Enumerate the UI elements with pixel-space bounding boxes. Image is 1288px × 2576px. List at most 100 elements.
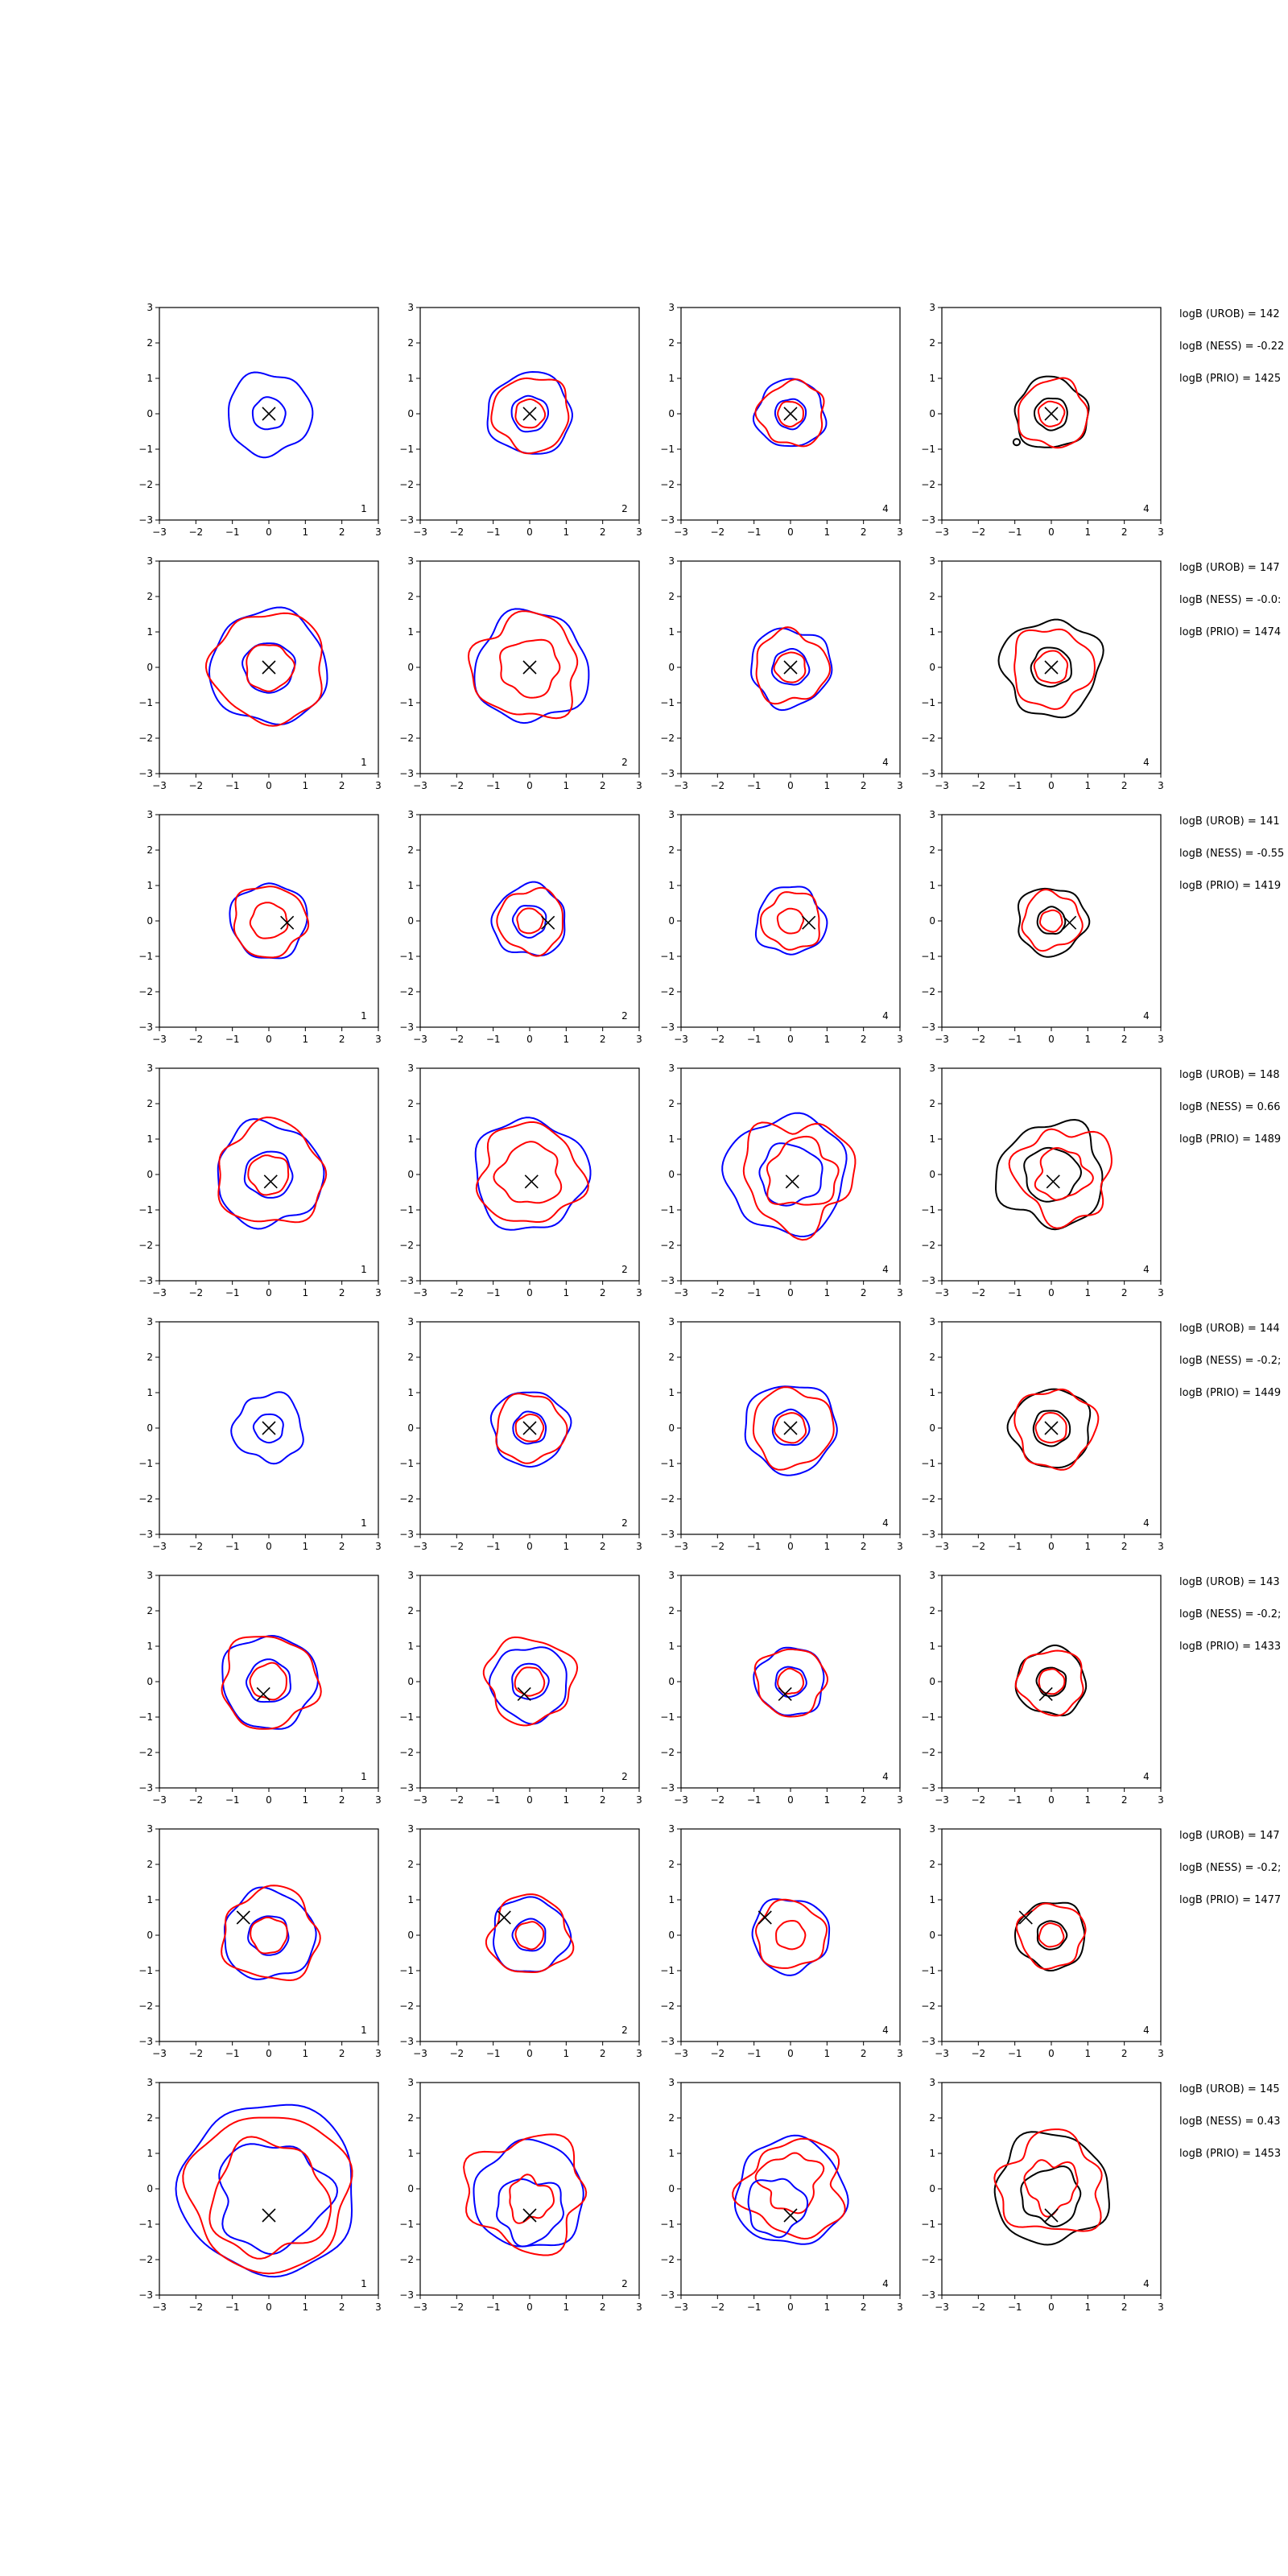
contour-line-red <box>1039 909 1063 933</box>
contour-line-blue <box>474 1117 592 1231</box>
y-tick-label: 3 <box>668 1063 675 1074</box>
panel-r2-c1: −3 −2 −1 0 1 2 3 3 2 1 0 −1 −2 −3 1 <box>138 555 382 791</box>
y-tick-label: 1 <box>929 1133 935 1145</box>
panel-number-label: 2 <box>621 2278 628 2289</box>
x-tick-label: −3 <box>413 1541 427 1552</box>
y-tick-label: −1 <box>138 1204 153 1216</box>
x-tick-label: 0 <box>266 526 272 538</box>
contour-line-red <box>732 2137 846 2240</box>
y-tick-label: 2 <box>929 1098 935 1109</box>
panel-number-label: 4 <box>882 2278 889 2289</box>
logb-annotations-row-7: logB (UROB) = 147 logB (NESS) = -0.2; logB… <box>1179 1830 1281 1906</box>
panel-frame <box>419 1575 640 1789</box>
y-tick-label: 3 <box>929 1823 935 1835</box>
y-tick-label: −1 <box>921 1965 935 1976</box>
contour-group <box>751 1898 831 1976</box>
x-tick-label: 1 <box>564 780 570 791</box>
contour-line-red <box>463 2133 588 2256</box>
y-tick-label: 2 <box>668 1352 675 1363</box>
logb-annotation: logB (PRIO) = 1474 <box>1179 626 1281 638</box>
y-tick-label: 3 <box>407 302 414 313</box>
y-tick-label: −3 <box>921 1529 935 1540</box>
y-tick-label: 0 <box>147 1930 153 1941</box>
contour-line-red <box>1038 1922 1065 1948</box>
y-tick-label: 1 <box>668 1641 675 1652</box>
x-tick-label: −3 <box>935 1541 949 1552</box>
x-tick-label: −3 <box>152 2048 167 2059</box>
panel-frame <box>419 1828 640 2042</box>
contour-line-blue <box>770 648 811 686</box>
y-tick-label: 0 <box>929 1676 935 1687</box>
y-tick-label: −1 <box>399 697 414 708</box>
x-tick-label: 0 <box>1048 526 1055 538</box>
y-tick-label: −1 <box>399 1965 414 1976</box>
x-tick-label: −1 <box>747 2301 762 2313</box>
x-tick-label: −3 <box>152 780 167 791</box>
y-tick-label: 1 <box>668 1133 675 1145</box>
x-tick-label: −1 <box>486 1541 501 1552</box>
panel-number-label: 2 <box>621 1264 628 1275</box>
panel-r5-c4: −3 −2 −1 0 1 2 3 3 2 1 0 −1 −2 −3 4 <box>921 1316 1164 1552</box>
logb-annotation: logB (UROB) = 143 <box>1179 1576 1280 1588</box>
y-tick-label: −3 <box>399 2036 414 2047</box>
x-tick-label: 2 <box>1121 1541 1128 1552</box>
x-tick-label: 3 <box>897 2301 903 2313</box>
x-tick-label: −3 <box>413 2048 427 2059</box>
y-tick-label: 3 <box>147 302 153 313</box>
x-tick-label: −2 <box>710 2048 724 2059</box>
contour-line-red <box>247 1154 290 1196</box>
true-value-marker <box>783 407 798 421</box>
x-tick-label: −3 <box>935 780 949 791</box>
panel-number-label: 1 <box>361 1010 367 1022</box>
x-tick-label: 2 <box>339 780 345 791</box>
x-tick-label: −3 <box>152 2301 167 2313</box>
contour-line-red <box>514 1414 545 1443</box>
x-tick-label: 0 <box>1048 780 1055 791</box>
x-tick-label: −1 <box>225 2048 240 2059</box>
y-tick-label: 0 <box>407 1676 414 1687</box>
y-tick-label: −1 <box>660 697 675 708</box>
contour-line-blue <box>758 1142 824 1207</box>
y-tick-label: −2 <box>399 1493 414 1505</box>
x-tick-label: −1 <box>1008 1794 1022 1806</box>
contour-line-red <box>1015 1902 1087 1970</box>
contour-group <box>1014 1644 1088 1717</box>
panel-frame <box>941 1828 1162 2042</box>
true-value-marker <box>758 1910 772 1925</box>
x-tick-label: −2 <box>710 526 724 538</box>
panel-r7-c1: −3 −2 −1 0 1 2 3 3 2 1 0 −1 −2 −3 1 <box>138 1823 382 2059</box>
contour-group <box>752 378 828 448</box>
contour-line-blue <box>229 882 308 960</box>
x-tick-label: 2 <box>1121 780 1128 791</box>
x-tick-label: −2 <box>188 1541 203 1552</box>
contour-line-red <box>516 907 544 935</box>
y-tick-label: −3 <box>660 514 675 526</box>
x-tick-label: 1 <box>564 526 570 538</box>
contour-line-red <box>485 1893 575 1973</box>
x-tick-label: −3 <box>413 780 427 791</box>
y-tick-label: −3 <box>921 514 935 526</box>
contour-line-black <box>1006 1388 1092 1469</box>
contour-line-red <box>475 1121 589 1223</box>
contour-line-blue <box>252 1413 284 1444</box>
x-tick-label: −1 <box>486 1034 501 1045</box>
x-tick-label: 2 <box>339 2301 345 2313</box>
contour-line-red <box>1034 1147 1094 1201</box>
y-tick-label: −2 <box>921 1747 935 1758</box>
y-tick-label: 1 <box>147 1387 153 1398</box>
panel-r8-c3: −3 −2 −1 0 1 2 3 3 2 1 0 −1 −2 −3 4 <box>660 2077 903 2313</box>
x-tick-label: 3 <box>636 2048 642 2059</box>
panel-number-label: 4 <box>882 1517 889 1529</box>
x-tick-label: 0 <box>266 780 272 791</box>
panel-r3-c2: −3 −2 −1 0 1 2 3 3 2 1 0 −1 −2 −3 2 <box>399 809 642 1045</box>
contour-line-red <box>468 610 579 720</box>
y-tick-label: 0 <box>147 1676 153 1687</box>
x-tick-label: 2 <box>600 1287 606 1298</box>
contour-group <box>732 2134 849 2245</box>
y-tick-label: 3 <box>668 1570 675 1581</box>
contour-group <box>754 886 828 956</box>
x-tick-label: 3 <box>1158 2301 1164 2313</box>
panel-frame <box>941 1575 1162 1789</box>
y-tick-label: 0 <box>407 1930 414 1941</box>
